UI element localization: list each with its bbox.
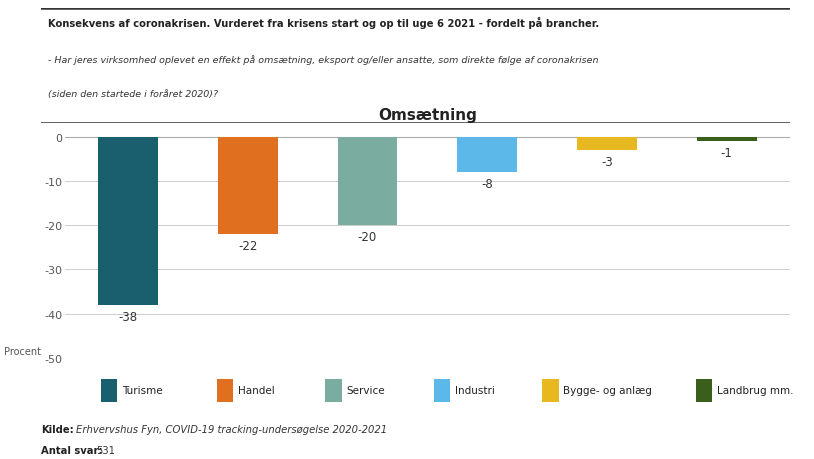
Text: Service: Service (346, 385, 385, 395)
FancyBboxPatch shape (434, 379, 450, 402)
Text: -1: -1 (720, 147, 733, 160)
Text: Industri: Industri (455, 385, 495, 395)
Text: Landbrug mm.: Landbrug mm. (717, 385, 794, 395)
Bar (98, 137, 158, 305)
Text: (siden den startede i foråret 2020)?: (siden den startede i foråret 2020)? (48, 90, 218, 99)
Text: -38: -38 (118, 310, 138, 323)
Text: Bygge- og anlæg: Bygge- og anlæg (563, 385, 652, 395)
FancyBboxPatch shape (101, 379, 117, 402)
Text: Erhvervshus Fyn, COVID-19 tracking-undersøgelse 2020-2021: Erhvervshus Fyn, COVID-19 tracking-under… (76, 425, 387, 435)
Text: Procent: Procent (4, 347, 41, 357)
FancyBboxPatch shape (326, 379, 342, 402)
Text: -3: -3 (601, 156, 613, 169)
FancyBboxPatch shape (217, 379, 233, 402)
Text: Konsekvens af coronakrisen. Vurderet fra krisens start og op til uge 6 2021 - fo: Konsekvens af coronakrisen. Vurderet fra… (48, 17, 599, 29)
Text: Turisme: Turisme (121, 385, 162, 395)
Text: Handel: Handel (238, 385, 274, 395)
Text: - Har jeres virksomhed oplevet en effekt på omsætning, eksport og/eller ansatte,: - Har jeres virksomhed oplevet en effekt… (48, 55, 598, 65)
Bar (338, 137, 397, 226)
Bar (577, 137, 637, 151)
Bar (218, 137, 278, 235)
FancyBboxPatch shape (542, 379, 559, 402)
Text: -20: -20 (358, 231, 377, 244)
Text: Kilde:: Kilde: (41, 425, 73, 435)
Text: Antal svar:: Antal svar: (41, 445, 103, 455)
Text: -22: -22 (238, 240, 257, 253)
Text: -8: -8 (481, 178, 493, 191)
FancyBboxPatch shape (696, 379, 712, 402)
Title: Omsætning: Omsætning (378, 108, 477, 123)
Text: 531: 531 (96, 445, 115, 455)
Bar (457, 137, 517, 173)
Bar (697, 137, 757, 142)
